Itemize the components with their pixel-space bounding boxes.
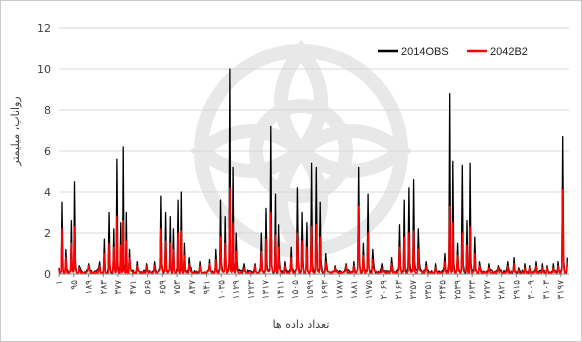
legend: 2014OBS 2042B2 [378, 46, 528, 58]
x-tick-label: ۸۴۷ [188, 280, 198, 295]
x-tick-label: ۱۱۲۹ [232, 280, 242, 300]
x-tick-label: ۳۱۰۳ [542, 280, 552, 300]
x-tick-label: ۲۳۵۱ [424, 280, 434, 299]
x-tick-label: ۱۰۳۵ [217, 280, 227, 300]
x-tick-label: ۲۰۶۹ [380, 280, 390, 300]
y-tick-label: 12 [37, 22, 51, 35]
x-tick-label: ۱۳۱۷ [262, 280, 272, 300]
x-axis-title: تعداد داده ها [273, 318, 330, 331]
series-line-2042B2 [58, 187, 569, 275]
y-tick-label: 0 [44, 268, 51, 281]
y-tick-label: 8 [44, 104, 51, 117]
x-tick-label: ۱۵۰۵ [291, 280, 301, 300]
x-tick-label: ۱ [55, 280, 65, 285]
x-tick-label: ۱۶۹۳ [321, 280, 331, 300]
x-tick-label: ۱۴۱۱ [276, 280, 286, 299]
y-tick-labels: 0 2 4 6 8 10 12 [37, 22, 51, 281]
y-tick-label: 6 [44, 145, 51, 158]
x-tick-label: ۲۸۳ [99, 280, 109, 295]
x-tick-label: ۴۷۱ [129, 280, 139, 295]
x-tick-label: ۵۶۵ [144, 280, 154, 295]
x-tick-label: ۱۲۲۳ [247, 280, 257, 300]
x-tick-label: ۶۵۹ [158, 280, 168, 295]
x-tick-label: ۳۰۰۹ [527, 280, 537, 300]
x-tick-label: ۱۵۹۹ [306, 280, 316, 300]
x-tick-label: ۷۵۳ [173, 280, 183, 295]
x-tick-label: ۲۸۲۱ [498, 280, 508, 299]
series-layer [58, 68, 569, 275]
x-tick-label: ۳۱۹۷ [557, 280, 567, 300]
x-tick-label: ۱۸۸۱ [350, 280, 360, 299]
x-tick-label: ۲۴۴۵ [439, 280, 449, 300]
x-tick-label: ۱۹۷۵ [365, 280, 375, 300]
x-tick-label: ۱۷۸۷ [335, 280, 345, 300]
y-tick-label: 10 [37, 63, 51, 76]
x-tick-label: ۹۴۱ [203, 280, 213, 295]
x-tick-label: ۲۶۳۳ [468, 280, 478, 300]
legend-label-2042B2: 2042B2 [490, 46, 528, 58]
x-tick-label: ۲۱۶۳ [394, 280, 404, 300]
y-tick-label: 4 [44, 186, 51, 199]
x-tick-label: ۹۵ [70, 280, 80, 290]
legend-label-2014OBS: 2014OBS [401, 46, 449, 58]
x-tick-labels: ۱ ۹۵ ۱۸۹ ۲۸۳ ۳۷۷ ۴۷۱ ۵۶۵ ۶۵۹ ۷۵۳ ۸۴۷ ۹۴۱ ۱۰۳۵ ۱۱۲۹ ۱۲… [55, 280, 567, 300]
y-tick-label: 2 [44, 227, 51, 240]
x-tick-label: ۲۵۳۹ [453, 280, 463, 300]
x-tick-label: ۳۷۷ [114, 280, 124, 295]
x-tick-label: ۲۲۵۷ [409, 280, 419, 300]
axes [58, 273, 569, 277]
x-tick-label: ۲۹۱۵ [512, 280, 522, 300]
x-tick-label: ۲۷۲۷ [483, 280, 493, 300]
y-axis-title: رواناب، میلیمتر [9, 96, 22, 166]
x-tick-label: ۱۸۹ [85, 280, 95, 295]
gridlines [59, 27, 569, 275]
